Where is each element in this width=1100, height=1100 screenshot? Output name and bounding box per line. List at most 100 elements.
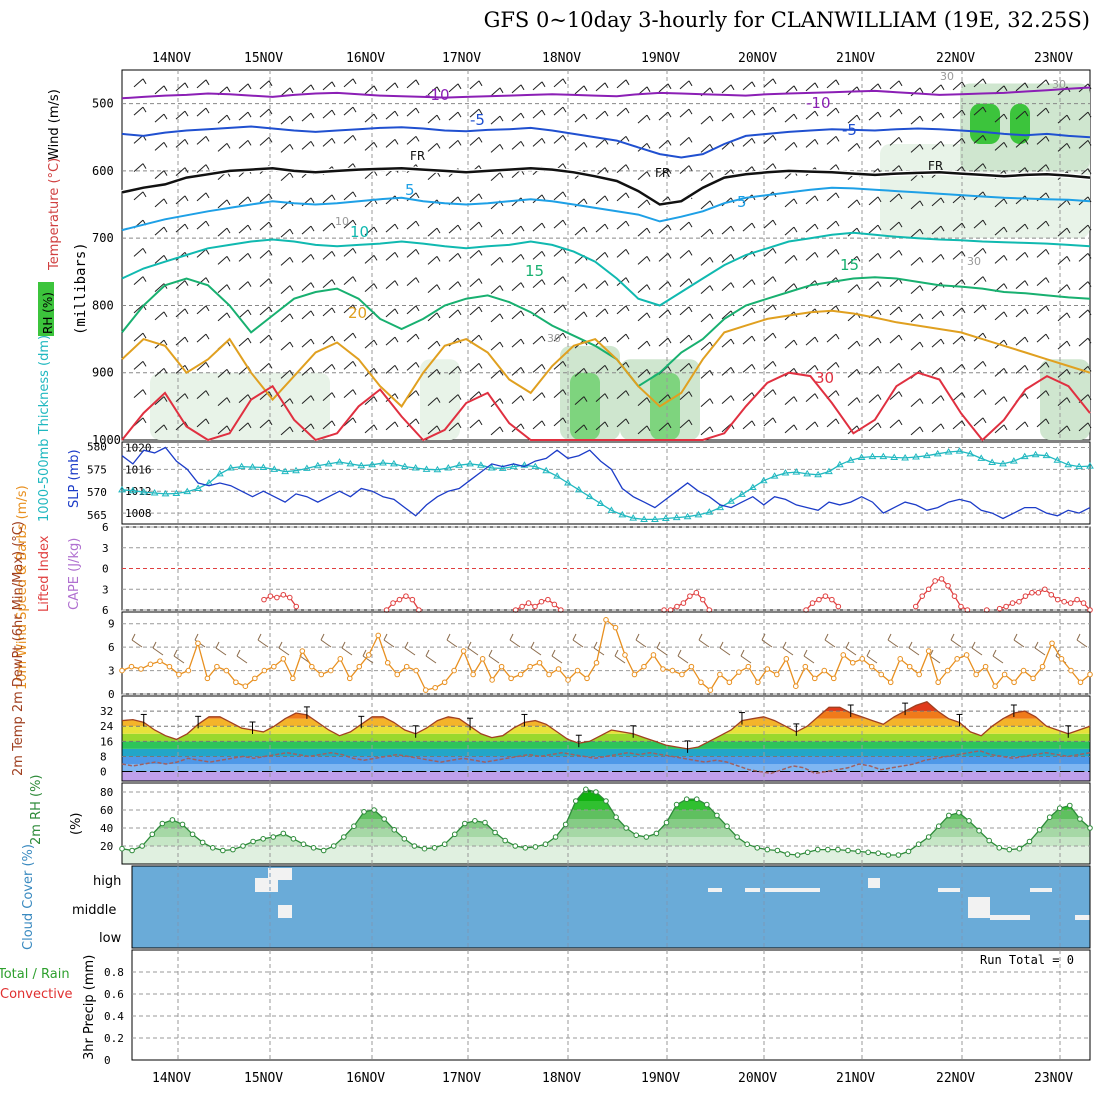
wind-barb bbox=[280, 398, 291, 407]
wind-barb-flag bbox=[530, 641, 535, 649]
rh-frame bbox=[121, 782, 1091, 865]
tick-label-temp: 24 bbox=[100, 720, 114, 733]
data-point bbox=[172, 489, 181, 496]
wind-barb-flag bbox=[478, 419, 483, 426]
data-point bbox=[944, 448, 953, 455]
wind-barb bbox=[259, 249, 270, 259]
wind-barb-flag bbox=[541, 138, 546, 144]
wind-barb bbox=[196, 390, 207, 399]
wind-barb-flag bbox=[646, 284, 651, 290]
wind-barb-flag bbox=[793, 368, 798, 374]
data-point bbox=[157, 658, 163, 665]
wind-barb bbox=[238, 337, 249, 347]
wind-barb-flag bbox=[646, 199, 651, 206]
wind-barb bbox=[425, 655, 437, 664]
wind-barb bbox=[721, 310, 732, 320]
wind-barb-flag bbox=[646, 312, 651, 319]
wind-barb-flag bbox=[1045, 220, 1050, 227]
wind-barb-flag bbox=[268, 278, 273, 284]
wind-barb bbox=[322, 250, 333, 260]
wind-barb bbox=[595, 336, 606, 346]
axis-label-rh: 2m RH (%) bbox=[29, 774, 44, 845]
wind-barb-flag bbox=[1024, 308, 1029, 315]
wind-barb bbox=[553, 106, 564, 116]
wind-barb-flag bbox=[961, 420, 966, 427]
data-point bbox=[935, 823, 942, 830]
data-point bbox=[584, 675, 590, 682]
wind-barb bbox=[196, 164, 207, 173]
wind-barb bbox=[679, 165, 690, 174]
wind-barb bbox=[133, 332, 144, 342]
tick-label-rh: 80 bbox=[100, 786, 113, 799]
wind-barb-flag bbox=[520, 338, 525, 345]
data-point bbox=[683, 512, 692, 520]
wind-barb-flag bbox=[856, 256, 861, 262]
wind-barb-flag bbox=[373, 339, 378, 346]
wind-barb-flag bbox=[163, 85, 168, 92]
wind-barb-flag bbox=[352, 304, 357, 311]
data-point bbox=[707, 687, 714, 693]
wind-barb-flag bbox=[751, 166, 756, 172]
wind-barb bbox=[259, 334, 270, 344]
wind-barb bbox=[280, 143, 291, 153]
wind-barb bbox=[847, 114, 858, 124]
data-point bbox=[223, 667, 230, 674]
data-point bbox=[693, 589, 700, 596]
data-point bbox=[290, 836, 297, 842]
wind-barb-flag bbox=[751, 222, 756, 229]
wind-barb bbox=[700, 398, 711, 407]
wind-barb bbox=[994, 424, 1005, 434]
wind-barb-flag bbox=[562, 304, 567, 311]
wind-barb bbox=[385, 82, 396, 92]
wind-barb bbox=[1078, 111, 1089, 121]
wind-barb bbox=[196, 135, 207, 145]
data-point bbox=[310, 845, 317, 851]
wind-barb bbox=[280, 313, 291, 323]
wind-barb bbox=[280, 228, 291, 238]
wind-barb-flag bbox=[436, 312, 441, 319]
wind-barb bbox=[931, 423, 942, 433]
wind-barb bbox=[217, 425, 228, 435]
wind-barb-flag bbox=[205, 136, 210, 142]
wind-barb bbox=[364, 141, 375, 151]
wind-barb bbox=[154, 198, 165, 208]
wind-barb bbox=[511, 338, 522, 348]
axis-label-slp: SLP (mb) bbox=[67, 449, 82, 508]
data-point bbox=[901, 453, 909, 461]
wind-barb-flag bbox=[394, 421, 399, 428]
wind-barb-flag bbox=[772, 248, 777, 254]
data-point bbox=[195, 640, 201, 647]
data-point bbox=[327, 667, 334, 674]
wind-barb bbox=[763, 219, 774, 229]
day-label-top: 23NOV bbox=[1034, 51, 1073, 66]
tick-label-rh: 40 bbox=[100, 822, 113, 835]
data-point bbox=[1036, 827, 1043, 833]
axis-label-pressure: (millibars) bbox=[73, 242, 89, 335]
wind-barb bbox=[301, 395, 312, 404]
data-point bbox=[673, 801, 680, 808]
wind-barb bbox=[320, 639, 332, 648]
thickness-slp-frame bbox=[121, 441, 1091, 525]
wind-barb bbox=[700, 285, 711, 294]
wind-barb-flag bbox=[562, 389, 567, 395]
wind-barb bbox=[700, 115, 711, 125]
wind-barb-flag bbox=[982, 163, 987, 169]
wind-barb-flag bbox=[310, 197, 315, 204]
wind-barb bbox=[238, 83, 249, 93]
wind-barb bbox=[698, 639, 710, 648]
wind-barb-flag bbox=[730, 84, 735, 91]
data-point bbox=[375, 632, 382, 639]
temp-band bbox=[122, 771, 1090, 781]
data-point bbox=[905, 848, 912, 855]
wind-barb-flag bbox=[310, 395, 315, 401]
data-point bbox=[759, 476, 768, 484]
wind-barb-flag bbox=[1003, 339, 1008, 346]
wind-barb bbox=[364, 311, 375, 321]
wind-barb bbox=[469, 362, 480, 372]
wind-barb bbox=[469, 278, 480, 287]
contour-label: 20 bbox=[348, 304, 367, 322]
wind-barb-flag bbox=[142, 248, 147, 254]
legend-rh: RH (%) bbox=[41, 292, 55, 334]
wind-barb bbox=[448, 139, 459, 149]
wind-barb bbox=[658, 309, 669, 319]
